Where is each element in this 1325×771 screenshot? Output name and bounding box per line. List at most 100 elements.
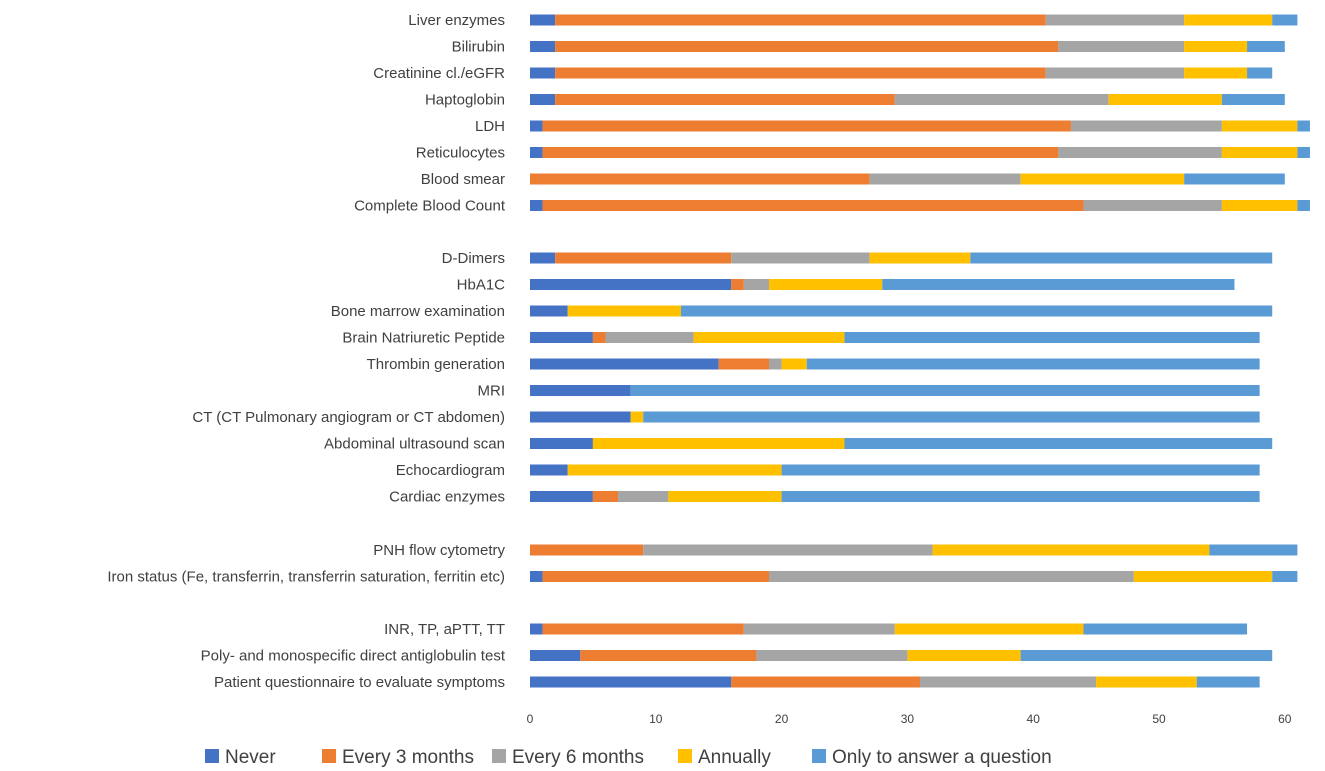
legend-label-never: Never (225, 747, 276, 768)
bar-creatinine-cl-egfr-never (530, 67, 556, 79)
bar-thrombin-generation-only-to-answer-a-question (806, 358, 1260, 370)
bar-echocardiogram-never (530, 464, 568, 476)
bar-inr-tp-aptt-tt-annually (894, 623, 1084, 635)
bar-blood-smear-every-3-months (530, 173, 870, 185)
bar-mri-only-to-answer-a-question (630, 385, 1260, 396)
bar-bilirubin-never (530, 41, 556, 52)
bar-hba1c-every-3-months (731, 279, 744, 290)
category-label-liver-enzymes: Liver enzymes (408, 12, 505, 29)
bar-liver-enzymes-every-3-months (555, 14, 1046, 26)
bar-bilirubin-every-3-months (555, 41, 1059, 52)
x-tick-40: 40 (1027, 712, 1041, 726)
bar-brain-natriuretic-peptide-never (530, 332, 593, 343)
category-label-bone-marrow-examination: Bone marrow examination (331, 303, 505, 320)
bar-ldh-every-3-months (542, 120, 1071, 132)
bar-ct-ct-pulmonary-angiogram-or-ct-abdomen-never (530, 411, 631, 423)
bar-complete-blood-count-only-to-answer-a-question (1297, 200, 1310, 211)
bar-cardiac-enzymes-every-3-months (592, 491, 619, 502)
bar-inr-tp-aptt-tt-only-to-answer-a-question (1083, 623, 1248, 635)
category-label-blood-smear: Blood smear (421, 171, 505, 188)
legend-label-every-3-months: Every 3 months (342, 747, 474, 768)
bar-hba1c-only-to-answer-a-question (882, 279, 1235, 290)
bar-thrombin-generation-every-6-months (769, 358, 782, 370)
category-labels: Liver enzymes Bilirubin Creatinine cl./eGF… (107, 12, 505, 691)
bar-pnh-flow-cytometry-only-to-answer-a-question (1209, 544, 1298, 556)
x-axis-ticks: 0 10 20 30 40 50 60 (527, 712, 1292, 726)
bar-cardiac-enzymes-only-to-answer-a-question (781, 491, 1260, 502)
bar-complete-blood-count-never (530, 200, 543, 211)
category-label-thrombin-generation: Thrombin generation (367, 356, 505, 373)
category-label-poly-and-monospecific-direct-antiglobulin-test: Poly- and monospecific direct antiglobul… (201, 648, 506, 665)
bar-hba1c-annually (769, 279, 883, 290)
bar-creatinine-cl-egfr-every-3-months (555, 67, 1046, 79)
bar-brain-natriuretic-peptide-only-to-answer-a-question (844, 332, 1260, 343)
bars-layer (530, 14, 1310, 688)
bar-d-dimers-every-3-months (555, 252, 732, 264)
category-label-ct-ct-pulmonary-angiogram-or-ct-abdomen: CT (CT Pulmonary angiogram or CT abdomen… (192, 409, 505, 426)
bar-iron-status-fe-transferrin-transferrin-saturation-ferritin-etc-every-3-months (542, 571, 770, 582)
bar-bilirubin-only-to-answer-a-question (1247, 41, 1285, 52)
bar-liver-enzymes-never (530, 14, 556, 26)
category-label-haptoglobin: Haptoglobin (425, 92, 505, 109)
bar-poly-and-monospecific-direct-antiglobulin-test-every-3-months (580, 650, 757, 661)
bar-inr-tp-aptt-tt-every-3-months (542, 623, 744, 635)
bar-echocardiogram-only-to-answer-a-question (781, 464, 1260, 476)
bar-haptoglobin-annually (1108, 94, 1222, 105)
bar-complete-blood-count-every-6-months (1083, 200, 1222, 211)
category-label-d-dimers: D-Dimers (442, 250, 505, 267)
bar-thrombin-generation-annually (781, 358, 807, 370)
legend-swatch-every-3-months (322, 749, 336, 763)
bar-patient-questionnaire-to-evaluate-symptoms-never (530, 676, 732, 688)
bar-bone-marrow-examination-only-to-answer-a-question (680, 305, 1273, 317)
bar-liver-enzymes-annually (1184, 14, 1273, 26)
bar-patient-questionnaire-to-evaluate-symptoms-every-6-months (919, 676, 1097, 688)
bar-cardiac-enzymes-every-6-months (618, 491, 669, 502)
x-tick-20: 20 (775, 712, 789, 726)
bar-mri-never (530, 385, 631, 396)
bar-complete-blood-count-every-3-months (542, 200, 1084, 211)
bar-reticulocytes-annually (1221, 147, 1298, 158)
category-label-cardiac-enzymes: Cardiac enzymes (389, 489, 505, 506)
bar-poly-and-monospecific-direct-antiglobulin-test-every-6-months (756, 650, 908, 661)
bar-d-dimers-only-to-answer-a-question (970, 252, 1273, 264)
legend-label-annually: Annually (698, 747, 771, 768)
bar-patient-questionnaire-to-evaluate-symptoms-annually (1096, 676, 1197, 688)
category-label-creatinine-cl-egfr: Creatinine cl./eGFR (373, 65, 505, 82)
category-label-echocardiogram: Echocardiogram (396, 462, 505, 479)
bar-pnh-flow-cytometry-every-6-months (643, 544, 933, 556)
bar-haptoglobin-every-6-months (894, 94, 1109, 105)
category-label-reticulocytes: Reticulocytes (416, 145, 505, 162)
bar-poly-and-monospecific-direct-antiglobulin-test-annually (907, 650, 1021, 661)
bar-cardiac-enzymes-never (530, 491, 593, 502)
bar-reticulocytes-never (530, 147, 543, 158)
category-label-abdominal-ultrasound-scan: Abdominal ultrasound scan (324, 436, 505, 453)
bar-ldh-annually (1221, 120, 1298, 132)
category-label-patient-questionnaire-to-evaluate-symptoms: Patient questionnaire to evaluate sympto… (214, 674, 505, 691)
category-label-pnh-flow-cytometry: PNH flow cytometry (373, 542, 505, 559)
bar-cardiac-enzymes-annually (668, 491, 782, 502)
legend-swatch-only-to-answer-a-question (812, 749, 826, 763)
bar-reticulocytes-only-to-answer-a-question (1297, 147, 1310, 158)
bar-d-dimers-annually (869, 252, 971, 264)
category-label-hba1c: HbA1C (457, 277, 506, 294)
bar-blood-smear-every-6-months (869, 173, 1021, 185)
category-label-brain-natriuretic-peptide: Brain Natriuretic Peptide (342, 330, 505, 347)
bar-pnh-flow-cytometry-every-3-months (530, 544, 644, 556)
bar-reticulocytes-every-3-months (542, 147, 1059, 158)
category-label-ldh: LDH (475, 118, 505, 135)
bar-haptoglobin-never (530, 94, 556, 105)
bar-ct-ct-pulmonary-angiogram-or-ct-abdomen-only-to-answer-a-question (643, 411, 1260, 423)
bar-patient-questionnaire-to-evaluate-symptoms-only-to-answer-a-question (1196, 676, 1260, 688)
bar-blood-smear-annually (1020, 173, 1185, 185)
bar-brain-natriuretic-peptide-annually (693, 332, 845, 343)
legend-swatch-never (205, 749, 219, 763)
bar-iron-status-fe-transferrin-transferrin-saturation-ferritin-etc-annually (1133, 571, 1273, 582)
x-tick-50: 50 (1152, 712, 1166, 726)
bar-hba1c-every-6-months (743, 279, 770, 290)
category-label-complete-blood-count: Complete Blood Count (354, 198, 506, 215)
bar-abdominal-ultrasound-scan-annually (592, 438, 845, 449)
bar-haptoglobin-every-3-months (555, 94, 895, 105)
bar-ldh-every-6-months (1070, 120, 1222, 132)
bar-hba1c-never (530, 279, 732, 290)
bar-liver-enzymes-only-to-answer-a-question (1272, 14, 1298, 26)
